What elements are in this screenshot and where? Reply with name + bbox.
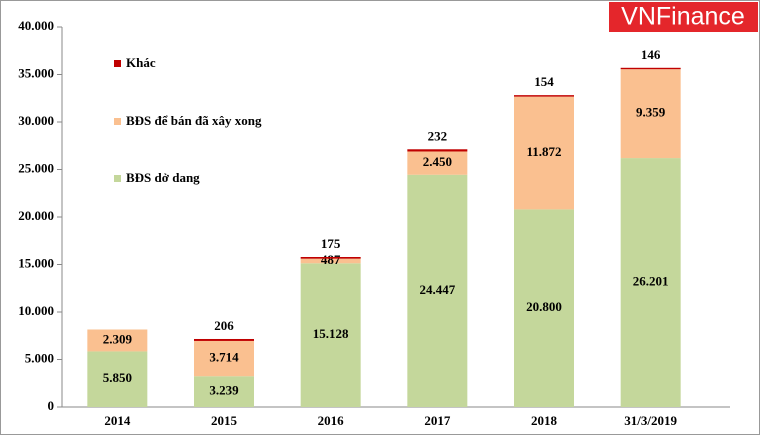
- bar-segment: [300, 258, 361, 264]
- y-tick-label: 0: [48, 398, 55, 413]
- bar-segment: [194, 338, 254, 341]
- data-label: 11.872: [526, 144, 561, 159]
- y-tick-label: 20.000: [18, 208, 54, 223]
- y-tick-label: 30.000: [18, 113, 54, 128]
- legend-label: Khác: [126, 55, 156, 70]
- bar-segment: [194, 376, 254, 407]
- y-tick-label: 25.000: [18, 160, 54, 175]
- bar-segment: [620, 67, 681, 70]
- bar-segment: [407, 149, 468, 152]
- legend-swatch: [114, 175, 121, 182]
- y-tick-label: 35.000: [18, 65, 54, 80]
- y-tick-label: 5.000: [25, 350, 54, 365]
- data-label: 146: [641, 47, 661, 62]
- data-label: 3.239: [209, 383, 239, 398]
- x-tick-label: 2018: [531, 413, 558, 428]
- legend-label: BĐS để bán đã xây xong: [126, 113, 262, 128]
- data-label: 3.714: [209, 350, 239, 365]
- bar-segment: [194, 340, 254, 377]
- x-tick-label: 2016: [318, 413, 345, 428]
- bar-segment: [620, 158, 681, 407]
- watermark-box: [609, 2, 758, 32]
- x-tick-label: 31/3/2019: [624, 413, 677, 428]
- data-label: 154: [534, 74, 554, 89]
- bar-segment: [300, 263, 361, 407]
- y-tick-label: 40.000: [18, 18, 54, 33]
- data-label: 2.450: [423, 154, 452, 169]
- bar-segment: [514, 96, 574, 210]
- data-label: 175: [321, 236, 341, 251]
- watermark: VNFinance: [621, 3, 745, 31]
- x-tick-label: 2017: [424, 413, 451, 428]
- x-tick-label: 2015: [211, 413, 238, 428]
- data-label: 24.447: [419, 282, 455, 297]
- bar-segment: [87, 329, 148, 352]
- bar-segment: [514, 95, 574, 97]
- data-label: 232: [428, 128, 448, 143]
- data-label: 487: [321, 252, 341, 267]
- data-label: 9.359: [636, 105, 666, 120]
- y-tick-label: 10.000: [18, 303, 54, 318]
- bar-segment: [300, 256, 361, 259]
- y-tick-label: 15.000: [18, 255, 54, 270]
- data-label: 26.201: [633, 274, 669, 289]
- data-label: 206: [214, 318, 234, 333]
- legend-swatch: [114, 118, 121, 125]
- bar-segment: [407, 174, 468, 407]
- legend-swatch: [114, 60, 121, 67]
- x-tick-label: 2014: [104, 413, 131, 428]
- bar-segment: [620, 69, 681, 159]
- bar-segment: [514, 209, 574, 407]
- bar-segment: [407, 151, 468, 175]
- data-label: 5.850: [103, 370, 132, 385]
- data-label: 2.309: [103, 331, 133, 346]
- bar-segment: [87, 351, 148, 407]
- legend-label: BĐS dở dang: [126, 170, 200, 185]
- data-label: 15.128: [313, 326, 349, 341]
- data-label: 20.800: [526, 299, 562, 314]
